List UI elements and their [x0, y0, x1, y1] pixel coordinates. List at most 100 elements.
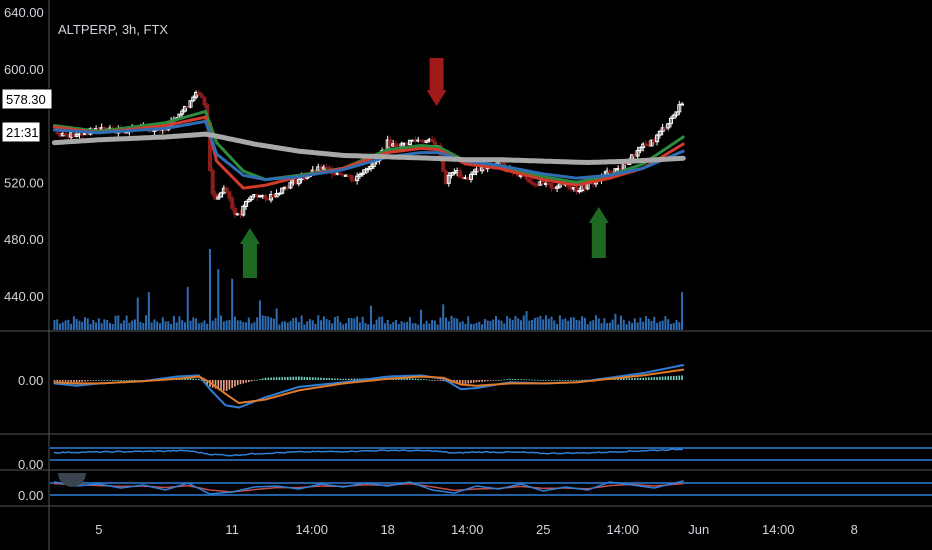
macd-histogram-bar	[256, 379, 258, 381]
macd-histogram-bar	[561, 380, 564, 381]
macd-pane: 0.00	[18, 364, 685, 409]
volume-bar	[400, 321, 403, 330]
volume-bar	[420, 309, 423, 330]
buy-arrow-marker	[588, 207, 609, 258]
macd-histogram-bar	[442, 380, 445, 382]
macd-histogram-bar	[53, 380, 56, 382]
macd-histogram-bar	[345, 378, 347, 380]
volume-bar	[528, 320, 531, 330]
volume-bar	[617, 324, 620, 330]
candle-body	[527, 178, 532, 183]
candle-body	[194, 91, 199, 98]
candle-body	[655, 134, 660, 143]
last-price-badge-bg	[1, 88, 53, 110]
volume-bar	[242, 322, 245, 330]
macd-histogram-bar	[267, 377, 270, 380]
volume-bar	[622, 319, 625, 330]
volume-bar	[639, 317, 642, 330]
macd-histogram-bar	[525, 379, 528, 381]
macd-histogram-bar	[86, 380, 89, 382]
volume-bar	[461, 321, 464, 330]
volume-bar	[678, 322, 681, 330]
time-tick-label: 8	[851, 522, 858, 537]
macd-histogram-bar	[420, 378, 422, 380]
macd-histogram-bar	[348, 378, 350, 380]
candle-body	[394, 143, 399, 148]
volume-bar	[631, 322, 634, 330]
main-price-pane	[51, 58, 686, 330]
chart-title: ALTPERP, 3h, FTX	[58, 22, 168, 37]
macd-histogram-bar	[672, 375, 675, 380]
macd-histogram-bar	[334, 378, 336, 380]
macd-histogram-bar	[320, 377, 322, 380]
volume-bar	[306, 321, 309, 330]
volume-bar	[500, 320, 503, 330]
volume-bar	[442, 304, 445, 330]
macd-histogram-bar	[298, 376, 300, 380]
volume-bar	[378, 316, 381, 330]
volume-bar	[95, 322, 98, 330]
macd-histogram-bar	[214, 380, 217, 389]
countdown-label: 21:31	[6, 125, 39, 140]
macd-histogram-bar	[509, 378, 511, 380]
volume-bar	[544, 315, 547, 330]
volume-bar	[89, 323, 92, 330]
volume-bar	[256, 317, 259, 330]
volume-bar	[128, 322, 131, 330]
macd-histogram-bar	[470, 380, 472, 384]
candle-body	[274, 193, 279, 198]
volume-bar	[225, 320, 228, 330]
candle-body	[666, 123, 671, 129]
macd-histogram-bar	[431, 380, 433, 381]
volume-bar	[231, 278, 234, 330]
candle-body	[480, 167, 485, 172]
macd-histogram-bar	[275, 377, 278, 380]
volume-bar	[61, 322, 64, 330]
time-tick-label: 14:00	[295, 522, 328, 537]
macd-histogram-bar	[659, 376, 661, 380]
macd-histogram-bar	[250, 380, 253, 382]
macd-histogram-bar	[489, 380, 492, 381]
volume-bar	[103, 319, 106, 330]
volume-bar	[408, 317, 411, 330]
volume-bar	[236, 320, 239, 330]
volume-bar	[628, 320, 631, 330]
macd-histogram-bar	[425, 379, 428, 381]
macd-histogram-bar	[475, 380, 478, 383]
volume-bar	[197, 323, 200, 330]
volume-bar	[86, 318, 89, 330]
macd-histogram-bar	[228, 380, 231, 390]
volume-bar	[592, 320, 595, 330]
price-tick-label: 600.00	[4, 62, 44, 77]
macd-histogram-bar	[225, 380, 228, 391]
volume-bar	[667, 319, 670, 330]
macd-histogram-bar	[614, 378, 617, 380]
macd-histogram-bar	[567, 380, 570, 381]
candle-body	[530, 181, 535, 185]
volume-bar	[358, 322, 361, 330]
volume-bar	[67, 319, 70, 330]
ma-line-ema_blue	[52, 119, 685, 182]
volume-bar	[311, 320, 314, 330]
volume-bar	[161, 317, 164, 330]
macd-histogram-bar	[342, 378, 345, 380]
volume-bar	[181, 320, 184, 330]
volume-bar	[556, 323, 559, 330]
volume-bar	[589, 321, 592, 330]
volume-bar	[247, 317, 250, 330]
volume-bar	[644, 316, 647, 330]
time-tick-label: Jun	[688, 522, 709, 537]
volume-bar	[575, 319, 578, 330]
volume-bar	[97, 318, 100, 330]
macd-histogram-bar	[481, 380, 483, 382]
macd-histogram-bar	[467, 380, 470, 384]
volume-bar	[561, 319, 564, 330]
volume-bar	[267, 316, 270, 330]
candle-body	[657, 130, 662, 136]
volume-bar	[347, 317, 350, 330]
volume-bar	[475, 322, 478, 330]
volume-bar	[503, 323, 506, 330]
macd-histogram-bar	[198, 378, 200, 380]
macd-histogram-bar	[406, 378, 408, 380]
volume-bar	[481, 324, 484, 330]
